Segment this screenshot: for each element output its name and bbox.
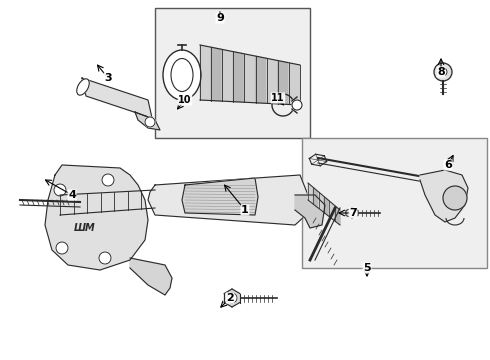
Text: 8: 8 bbox=[437, 67, 445, 77]
Polygon shape bbox=[289, 63, 300, 105]
Text: 3: 3 bbox=[104, 73, 112, 83]
Polygon shape bbox=[182, 178, 258, 215]
Polygon shape bbox=[148, 175, 308, 225]
Polygon shape bbox=[256, 56, 267, 103]
Polygon shape bbox=[224, 289, 232, 298]
Polygon shape bbox=[130, 258, 172, 295]
Polygon shape bbox=[222, 49, 233, 102]
Circle shape bbox=[227, 293, 237, 303]
Polygon shape bbox=[313, 188, 318, 208]
Ellipse shape bbox=[77, 79, 89, 95]
Ellipse shape bbox=[171, 58, 193, 91]
Bar bbox=[302, 138, 487, 268]
Polygon shape bbox=[267, 58, 278, 104]
Polygon shape bbox=[329, 201, 335, 221]
Polygon shape bbox=[245, 54, 256, 103]
Polygon shape bbox=[82, 78, 152, 118]
Polygon shape bbox=[211, 47, 222, 101]
Polygon shape bbox=[278, 60, 289, 104]
Text: 9: 9 bbox=[216, 13, 224, 23]
Polygon shape bbox=[232, 293, 240, 302]
Polygon shape bbox=[200, 45, 211, 100]
Polygon shape bbox=[308, 183, 313, 204]
Polygon shape bbox=[324, 197, 329, 217]
Circle shape bbox=[443, 186, 467, 210]
Polygon shape bbox=[420, 170, 468, 222]
Polygon shape bbox=[232, 289, 240, 298]
Circle shape bbox=[102, 174, 114, 186]
Polygon shape bbox=[224, 298, 232, 307]
Circle shape bbox=[434, 63, 452, 81]
Circle shape bbox=[292, 100, 302, 110]
Text: 11: 11 bbox=[271, 93, 285, 103]
Polygon shape bbox=[232, 298, 240, 307]
Circle shape bbox=[99, 252, 111, 264]
Circle shape bbox=[439, 68, 447, 76]
Polygon shape bbox=[295, 195, 325, 228]
Polygon shape bbox=[233, 52, 245, 102]
Bar bbox=[155, 8, 310, 138]
Polygon shape bbox=[45, 165, 148, 270]
Text: ШМ: ШМ bbox=[74, 223, 96, 233]
Text: 10: 10 bbox=[178, 95, 192, 105]
Circle shape bbox=[56, 242, 68, 254]
Ellipse shape bbox=[163, 50, 201, 100]
Text: 7: 7 bbox=[349, 208, 357, 218]
Polygon shape bbox=[318, 192, 324, 212]
Text: 5: 5 bbox=[363, 263, 371, 273]
Text: 4: 4 bbox=[68, 190, 76, 200]
Polygon shape bbox=[346, 208, 358, 218]
Text: 1: 1 bbox=[241, 205, 249, 215]
Polygon shape bbox=[135, 112, 160, 130]
Polygon shape bbox=[224, 293, 232, 302]
Text: 2: 2 bbox=[226, 293, 234, 303]
Text: 6: 6 bbox=[444, 160, 452, 170]
Circle shape bbox=[145, 117, 155, 127]
Polygon shape bbox=[335, 206, 340, 225]
Circle shape bbox=[54, 184, 66, 196]
